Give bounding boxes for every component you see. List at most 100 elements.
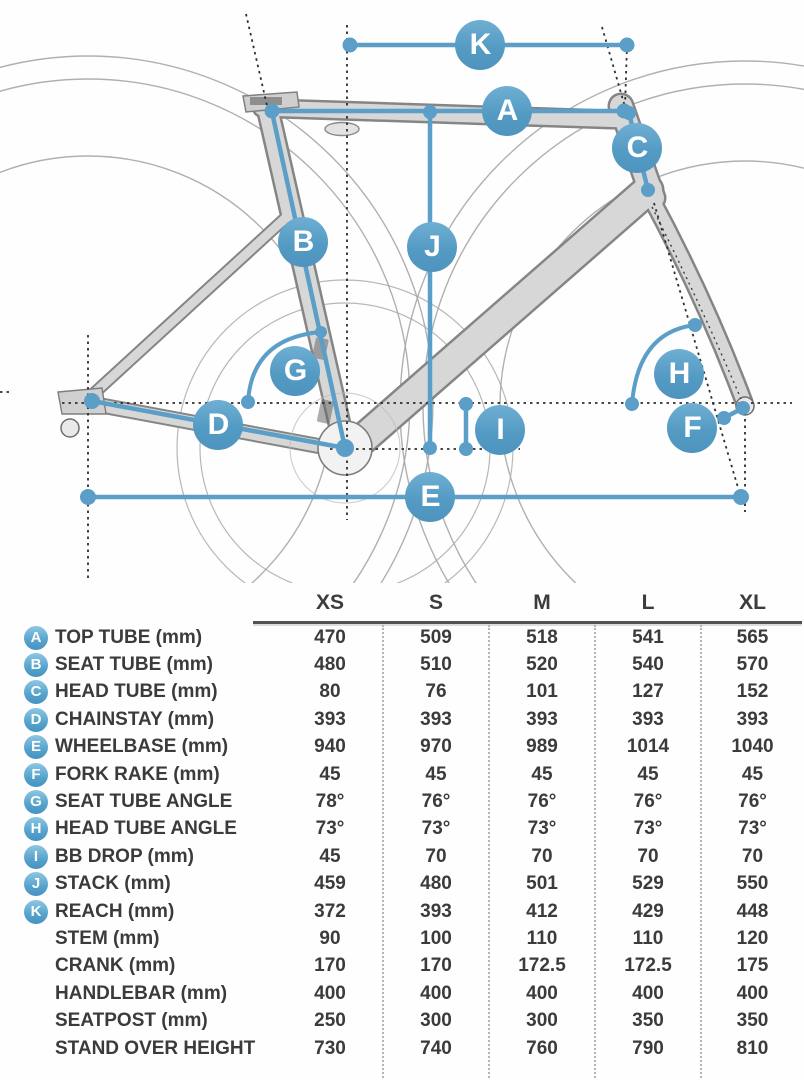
- row-label-cell: J STACK (mm): [0, 872, 277, 897]
- seat-mast-label: [250, 97, 282, 105]
- row-letter-badge-i: I: [24, 844, 48, 869]
- diagram-badge-k: K: [455, 20, 505, 70]
- column-header-s: S: [428, 591, 443, 614]
- front-wheel-arcs: [399, 60, 804, 583]
- size-value: 78°: [315, 791, 345, 813]
- size-value: 100: [420, 927, 452, 949]
- row-letter-badge-g: G: [24, 790, 48, 815]
- size-value: 70: [425, 845, 447, 867]
- table-row-head-tube-mm: C HEAD TUBE (mm) 80 76 101 127 152: [0, 679, 804, 706]
- size-value: 730: [314, 1037, 346, 1059]
- column-header-m: M: [533, 591, 551, 614]
- size-value: 45: [741, 763, 764, 785]
- size-value: 76: [425, 681, 447, 703]
- table-row-head-tube-angle: H HEAD TUBE ANGLE 73° 73° 73° 73° 73°: [0, 816, 804, 843]
- rear-wheel-arcs: [0, 55, 434, 583]
- row-label: CHAINSTAY (mm): [55, 708, 215, 730]
- measure-arc-G-seat-angle: [246, 330, 322, 403]
- size-value: 90: [319, 927, 341, 949]
- row-label-cell: H HEAD TUBE ANGLE: [0, 817, 277, 842]
- row-label-cell: I BB DROP (mm): [0, 844, 277, 869]
- fork-centerline-dotted: [651, 206, 742, 400]
- size-value: 760: [526, 1037, 558, 1059]
- size-value: 501: [526, 873, 558, 895]
- size-value: 170: [420, 955, 452, 977]
- size-value: 80: [319, 681, 341, 703]
- row-label-cell: HANDLEBAR (mm): [0, 982, 277, 1006]
- row-label-cell: F FORK RAKE (mm): [0, 762, 277, 787]
- size-value: 541: [632, 626, 664, 648]
- size-value: 480: [420, 873, 452, 895]
- size-value: 970: [420, 736, 452, 758]
- size-value: 45: [531, 763, 553, 785]
- row-label: WHEELBASE (mm): [55, 736, 229, 758]
- row-letter-badge-a: A: [24, 625, 48, 650]
- bb-cover-circle: [289, 392, 401, 504]
- size-value: 120: [736, 927, 769, 949]
- row-letter-badge-c: C: [24, 680, 48, 705]
- row-label: TOP TUBE (mm): [55, 626, 203, 648]
- size-value: 70: [741, 845, 764, 867]
- size-value: 76°: [738, 791, 767, 813]
- row-label-cell: K REACH (mm): [0, 899, 277, 924]
- seat-tube-fitting-lower: [317, 399, 334, 424]
- table-row-seat-tube-angle: G SEAT TUBE ANGLE 78° 76° 76° 76° 76°: [0, 788, 804, 815]
- size-value: 1040: [731, 736, 774, 758]
- size-value: 393: [632, 708, 664, 730]
- size-value: 73°: [315, 818, 345, 840]
- size-value: 45: [319, 763, 341, 785]
- size-value: 393: [314, 708, 346, 730]
- row-letter-badge-b: B: [24, 653, 48, 678]
- column-header-xs: XS: [315, 591, 344, 614]
- size-value: 170: [314, 955, 346, 977]
- size-value: 400: [314, 982, 346, 1004]
- diagram-badge-g: G: [270, 346, 320, 396]
- size-value: 350: [632, 1010, 664, 1032]
- size-value: 520: [526, 654, 558, 676]
- row-label: SEATPOST (mm): [55, 1010, 208, 1032]
- size-value: 127: [632, 681, 664, 703]
- size-value: 940: [314, 736, 346, 758]
- size-value: 76°: [421, 791, 451, 813]
- row-label: HANDLEBAR (mm): [55, 982, 228, 1004]
- size-value: 76°: [633, 791, 663, 813]
- table-row-chainstay-mm: D CHAINSTAY (mm) 393 393 393 393 393: [0, 706, 804, 733]
- diagram-badge-a: A: [482, 86, 532, 136]
- table-header: XS S M L XL: [0, 583, 804, 624]
- row-label-cell: STEM (mm): [0, 927, 277, 951]
- row-label-cell: SEATPOST (mm): [0, 1009, 277, 1033]
- row-letter-badge-e: E: [24, 735, 48, 760]
- size-value: 110: [632, 927, 664, 949]
- size-value: 510: [420, 654, 452, 676]
- rear-axle-nut: [60, 418, 80, 438]
- size-value: 110: [526, 927, 558, 949]
- frame-diagram-svg: [0, 13, 804, 583]
- table-row-crank-mm: CRANK (mm) 170 170 172.5 172.5 175: [0, 953, 804, 980]
- table-row-seatpost-mm: SEATPOST (mm) 250 300 300 350 350: [0, 1007, 804, 1034]
- table-row-handlebar-mm: HANDLEBAR (mm) 400 400 400 400 400: [0, 980, 804, 1007]
- row-label: FORK RAKE (mm): [55, 763, 220, 785]
- size-value: 570: [736, 654, 769, 676]
- size-value: 350: [736, 1010, 769, 1032]
- row-label: HEAD TUBE ANGLE: [55, 818, 237, 840]
- size-value: 400: [632, 982, 664, 1004]
- size-value: 76°: [527, 791, 557, 813]
- measurement-dots: [80, 37, 750, 505]
- row-label: STAND OVER HEIGHT: [55, 1037, 256, 1059]
- size-value: 101: [526, 681, 558, 703]
- diagram-badge-f: F: [667, 403, 717, 453]
- steering-axis-lower-dotted: [653, 202, 740, 492]
- column-header-l: L: [641, 591, 655, 614]
- size-value: 70: [637, 845, 659, 867]
- size-value: 73°: [421, 818, 451, 840]
- size-value: 172.5: [624, 955, 672, 977]
- size-value: 400: [420, 982, 452, 1004]
- size-value: 152: [736, 681, 769, 703]
- size-value: 45: [319, 845, 341, 867]
- row-letter-badge-h: H: [24, 817, 48, 842]
- table-row-fork-rake-mm: F FORK RAKE (mm) 45 45 45 45 45: [0, 761, 804, 788]
- table-row-stack-mm: J STACK (mm) 459 480 501 529 550: [0, 871, 804, 898]
- row-label-cell: STAND OVER HEIGHT: [0, 1037, 277, 1061]
